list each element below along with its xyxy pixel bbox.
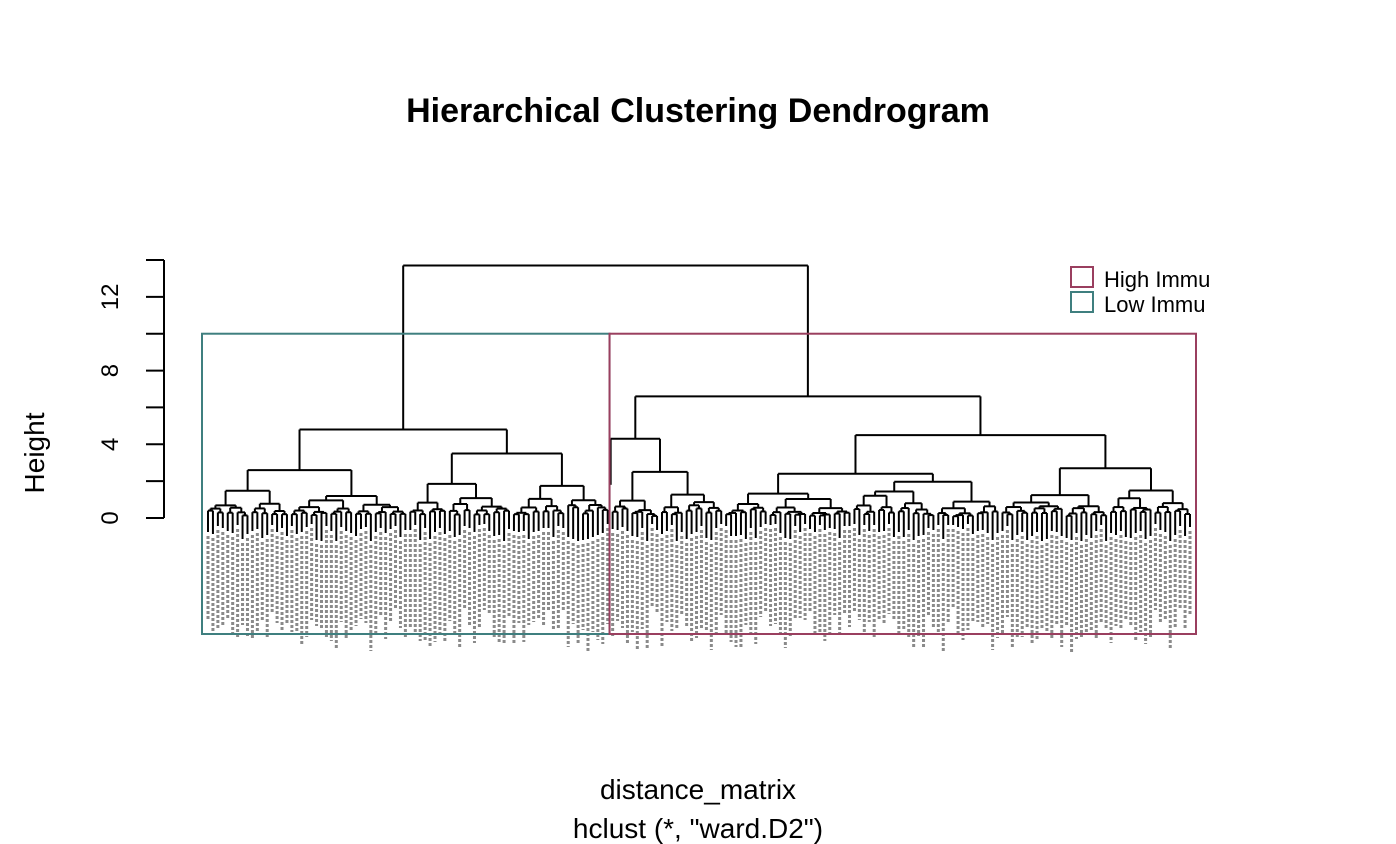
legend-label-low-immu: Low Immu — [1104, 292, 1205, 317]
legend-swatch-high-immu — [1070, 266, 1094, 288]
method-subtitle: hclust (*, "ward.D2") — [573, 813, 823, 844]
cluster-box-high-immu — [608, 332, 1197, 635]
dendrogram-tree — [207, 264, 1191, 541]
y-tick-label: 4 — [97, 438, 124, 451]
chart-title: Hierarchical Clustering Dendrogram — [406, 92, 990, 130]
y-axis: 0 4 8 12 — [97, 259, 165, 525]
y-tick-label: 8 — [97, 364, 124, 377]
y-axis-label: Height — [19, 412, 50, 493]
legend-swatch-low-immu — [1070, 291, 1094, 313]
y-tick-label: 0 — [97, 511, 124, 524]
leaf-labels — [206, 528, 1192, 652]
legend: High Immu Low Immu — [1070, 266, 1210, 317]
x-axis-label: distance_matrix — [600, 774, 796, 805]
legend-label-high-immu: High Immu — [1104, 267, 1210, 292]
y-tick-label: 12 — [97, 284, 124, 311]
cluster-boxes — [201, 332, 1197, 635]
